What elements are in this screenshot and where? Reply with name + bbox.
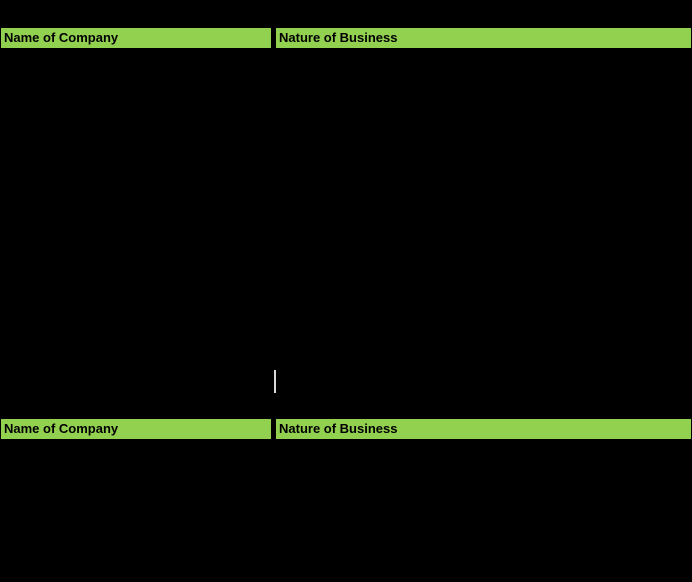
header-cell-nature-of-business[interactable]: Nature of Business [276,28,691,48]
table-header-row-top: Name of Company Nature of Business [1,28,691,48]
table-header-row-bottom: Name of Company Nature of Business [1,419,691,439]
text-cursor [274,370,276,393]
header-cell-nature-of-business[interactable]: Nature of Business [276,419,691,439]
header-cell-name-of-company[interactable]: Name of Company [1,28,271,48]
header-cell-name-of-company[interactable]: Name of Company [1,419,271,439]
